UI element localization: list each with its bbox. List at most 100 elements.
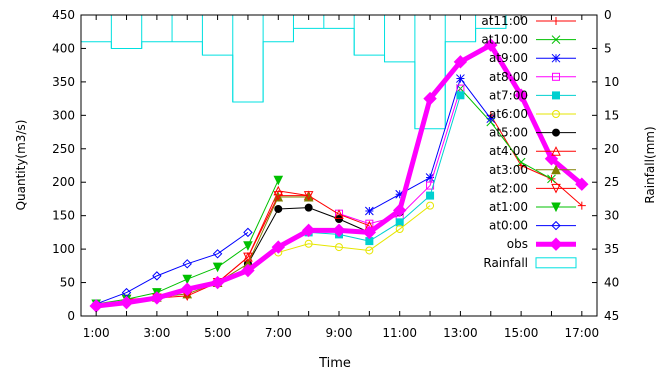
x-tick-label: 9:00 xyxy=(326,326,353,340)
data-point xyxy=(273,175,284,186)
x-tick-label: 3:00 xyxy=(143,326,170,340)
y2-tick-label: 20 xyxy=(604,142,619,156)
marker-shape xyxy=(453,55,468,69)
data-point xyxy=(150,291,164,305)
marker-shape xyxy=(551,164,561,175)
y2-tick-label: 10 xyxy=(604,75,619,89)
marker-shape xyxy=(426,191,435,200)
marker-stroke xyxy=(364,206,374,216)
y-tick-label: 50 xyxy=(60,276,75,290)
series-line xyxy=(490,115,583,207)
data-point xyxy=(395,218,404,227)
marker-stroke xyxy=(425,173,435,182)
data-point xyxy=(552,17,560,25)
data-point xyxy=(271,240,286,254)
y-tick-label: 100 xyxy=(52,242,75,256)
data-point xyxy=(334,209,344,219)
data-point xyxy=(426,191,435,200)
y2-tick-label: 0 xyxy=(604,8,612,22)
y-tick-label: 0 xyxy=(67,309,75,323)
data-point xyxy=(423,91,437,106)
marker-shape xyxy=(119,295,134,310)
marker-shape xyxy=(362,225,377,240)
data-point xyxy=(456,91,465,100)
data-point xyxy=(575,177,589,191)
marker-shape xyxy=(335,215,343,224)
series-line xyxy=(96,231,249,305)
marker-shape xyxy=(303,191,314,201)
marker-shape xyxy=(212,262,223,273)
data-point xyxy=(547,174,556,184)
rainfall-step-line xyxy=(81,14,597,130)
legend-label: at5:00 xyxy=(489,126,528,140)
marker-shape xyxy=(182,274,193,285)
data-point xyxy=(549,237,563,251)
marker-shape xyxy=(551,183,561,194)
legend-label: at4:00 xyxy=(489,144,528,158)
marker-shape xyxy=(514,88,528,102)
legend-label: Rainfall xyxy=(483,256,528,270)
y2-tick-label: 40 xyxy=(604,276,619,290)
series-layer xyxy=(89,38,589,313)
data-point xyxy=(182,259,192,269)
marker-shape xyxy=(549,237,563,251)
legend-label: at0:00 xyxy=(489,219,528,233)
data-point xyxy=(304,203,313,212)
marker-shape xyxy=(243,227,253,238)
data-point xyxy=(273,191,284,201)
data-point xyxy=(551,202,561,213)
marker-shape xyxy=(332,223,346,238)
marker-shape xyxy=(303,191,314,202)
data-point xyxy=(392,203,407,218)
marker-shape xyxy=(544,152,559,166)
marker-stroke xyxy=(516,157,526,167)
marker-shape xyxy=(395,225,404,234)
marker-shape xyxy=(212,249,223,259)
series-at10-00 xyxy=(456,84,556,184)
axes-layer: 0 50 100 150 200 250 300 350 400 450 0 5 10 15 20 25 30 3… xyxy=(52,8,619,340)
y2-axis-label: Rainfall(mm) xyxy=(643,126,657,203)
y-tick-label: 400 xyxy=(52,41,75,55)
data-point xyxy=(119,295,134,310)
series-obs xyxy=(89,38,589,313)
y-tick-label: 450 xyxy=(52,8,75,22)
data-point xyxy=(552,91,560,100)
data-point xyxy=(426,201,435,210)
data-point xyxy=(89,299,103,313)
data-point xyxy=(551,146,561,156)
data-point xyxy=(551,53,561,63)
series-at3-00 xyxy=(152,191,314,302)
data-point xyxy=(243,227,253,238)
x-tick-label: 7:00 xyxy=(265,326,292,340)
data-point xyxy=(362,225,377,240)
y-tick-label: 150 xyxy=(52,209,75,223)
y2-tick-label: 45 xyxy=(604,309,619,323)
legend-label: at10:00 xyxy=(481,33,528,47)
marker-shape xyxy=(551,146,561,156)
data-point xyxy=(395,225,404,234)
marker-shape xyxy=(304,239,313,248)
marker-stroke xyxy=(486,114,496,124)
x-tick-label: 1:00 xyxy=(83,326,110,340)
marker-shape xyxy=(271,240,286,254)
marker-stroke xyxy=(456,74,465,83)
data-point xyxy=(514,88,528,102)
marker-stroke xyxy=(551,53,561,63)
y-tick-label: 350 xyxy=(52,75,75,89)
data-point xyxy=(552,110,560,118)
y-tick-label: 300 xyxy=(52,108,75,122)
data-point xyxy=(364,206,374,216)
rainfall-bars xyxy=(81,14,597,130)
marker-shape xyxy=(304,203,313,212)
marker-shape xyxy=(335,243,343,252)
marker-stroke xyxy=(547,174,556,184)
data-point xyxy=(516,157,526,167)
legend-swatch-rainfall xyxy=(535,257,577,269)
marker-shape xyxy=(365,246,374,255)
data-point xyxy=(304,239,313,248)
data-point xyxy=(453,55,468,69)
legend-label: at8:00 xyxy=(489,70,528,84)
marker-shape xyxy=(89,299,103,313)
marker-shape xyxy=(395,218,404,227)
legend: at11:00 at10:00 at9:00 at8:00 at7:00 at6:00 at… xyxy=(481,14,577,270)
